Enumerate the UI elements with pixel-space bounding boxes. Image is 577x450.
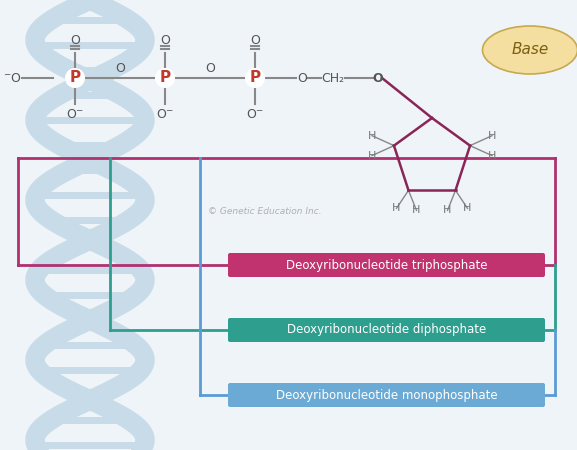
FancyBboxPatch shape bbox=[228, 383, 545, 407]
FancyBboxPatch shape bbox=[228, 318, 545, 342]
Text: H: H bbox=[443, 205, 452, 216]
Text: O: O bbox=[373, 72, 383, 85]
Text: H: H bbox=[368, 130, 376, 141]
Text: O$^{-}$: O$^{-}$ bbox=[246, 108, 264, 122]
Circle shape bbox=[65, 68, 85, 88]
FancyBboxPatch shape bbox=[228, 253, 545, 277]
Text: Deoxyribonucleotide triphosphate: Deoxyribonucleotide triphosphate bbox=[286, 258, 487, 271]
Text: H: H bbox=[413, 205, 421, 216]
Ellipse shape bbox=[482, 26, 577, 74]
Text: O: O bbox=[115, 62, 125, 75]
Text: H: H bbox=[392, 203, 400, 213]
Text: Deoxyribonucleotide monophosphate: Deoxyribonucleotide monophosphate bbox=[276, 388, 497, 401]
Text: H: H bbox=[488, 130, 496, 141]
Text: O: O bbox=[297, 72, 307, 85]
Text: Base: Base bbox=[511, 42, 549, 58]
Text: P: P bbox=[69, 71, 81, 86]
Text: O$^{-}$: O$^{-}$ bbox=[66, 108, 84, 122]
Text: O: O bbox=[70, 35, 80, 48]
Text: H: H bbox=[368, 151, 376, 161]
Text: H: H bbox=[488, 151, 496, 161]
Text: P: P bbox=[159, 71, 171, 86]
Circle shape bbox=[155, 68, 175, 88]
Text: O: O bbox=[205, 62, 215, 75]
Text: CH₂: CH₂ bbox=[321, 72, 344, 85]
Circle shape bbox=[245, 68, 265, 88]
Text: O$^{-}$: O$^{-}$ bbox=[156, 108, 174, 122]
Text: Deoxyribonucleotide diphosphate: Deoxyribonucleotide diphosphate bbox=[287, 324, 486, 337]
Text: O: O bbox=[160, 35, 170, 48]
Text: $^{-}$O: $^{-}$O bbox=[2, 72, 21, 85]
Text: © Genetic Education Inc.: © Genetic Education Inc. bbox=[208, 207, 322, 216]
Text: H: H bbox=[463, 203, 472, 213]
Text: O: O bbox=[250, 35, 260, 48]
Text: P: P bbox=[249, 71, 261, 86]
